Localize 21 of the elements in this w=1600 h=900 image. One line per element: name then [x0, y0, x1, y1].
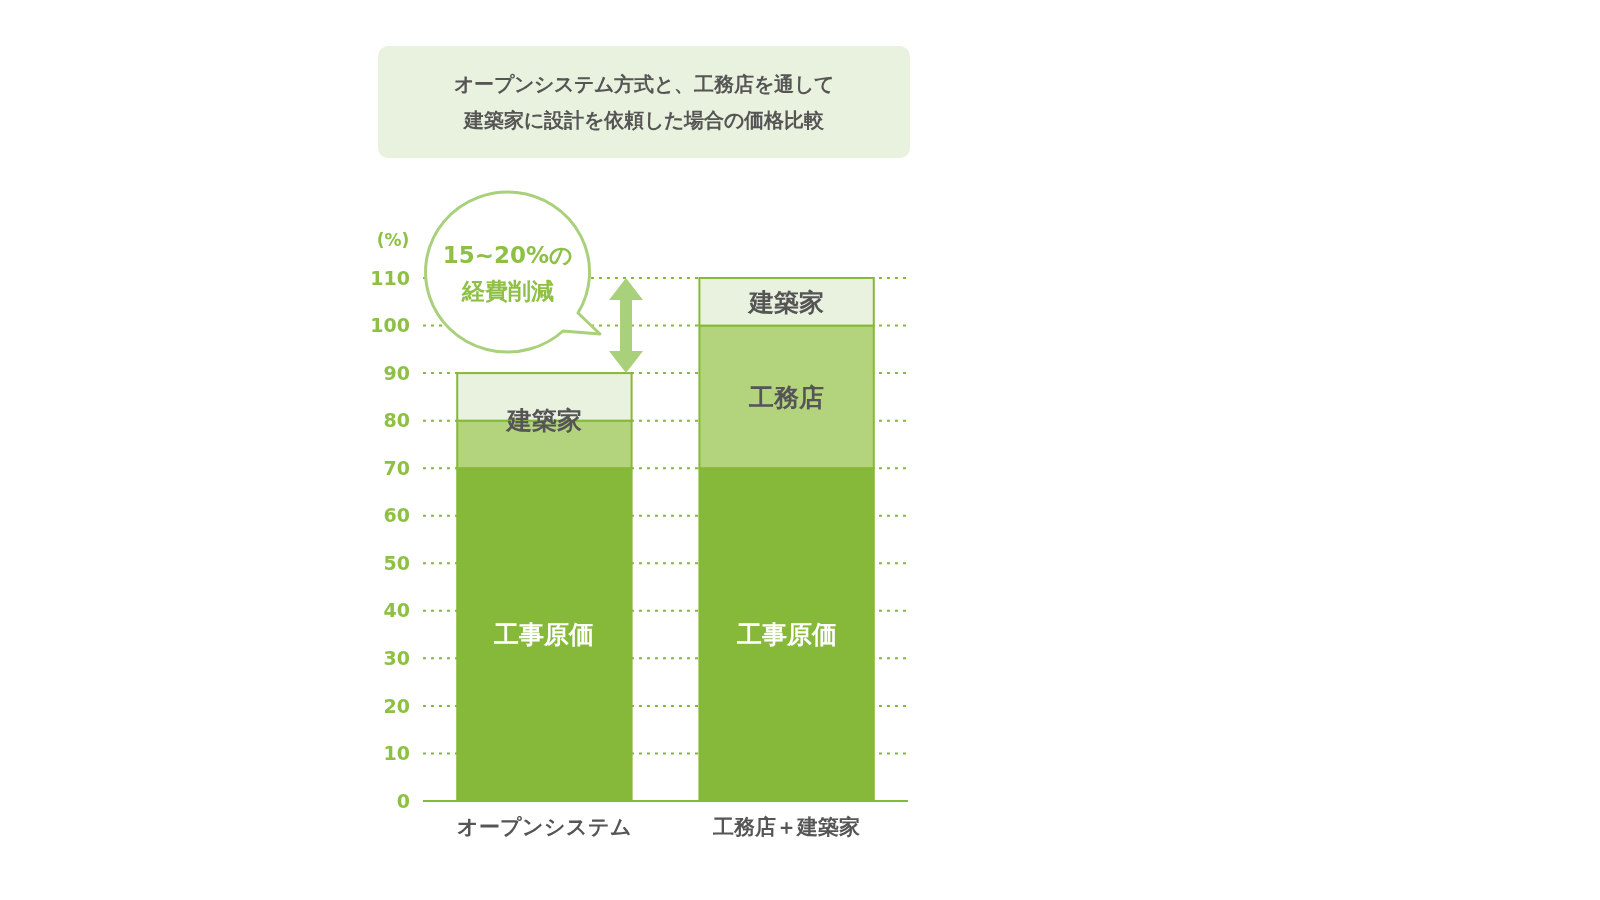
x-tick-label: オープンシステム: [456, 815, 632, 839]
annotation: 15~20%の経費削減: [442, 242, 574, 304]
y-tick-label: 50: [383, 551, 410, 574]
y-axis-title: (%): [376, 230, 410, 250]
y-tick-label: 100: [370, 314, 410, 337]
y-tick-label: 110: [370, 266, 410, 289]
y-tick-label: 40: [383, 599, 410, 622]
y-tick-label: 60: [383, 504, 410, 527]
y-tick-label: 30: [383, 647, 410, 670]
y-tick-label: 10: [383, 742, 410, 765]
annotation: 工事原価: [493, 620, 595, 650]
chart-title: オープンシステム方式と、工務店を通して建築家に設計を依頼した場合の価格比較: [454, 72, 834, 132]
annotation: 建築家: [747, 287, 825, 317]
y-tick-label: 90: [383, 361, 410, 384]
y-tick-label: 70: [383, 456, 410, 479]
annotation: 工務店: [748, 382, 825, 412]
annotation: 工事原価: [735, 620, 837, 650]
y-tick-label: 20: [383, 694, 410, 717]
y-tick-label: 80: [383, 409, 410, 432]
x-tick-label: 工務店＋建築家: [712, 815, 861, 839]
y-tick-label: 0: [396, 789, 410, 812]
